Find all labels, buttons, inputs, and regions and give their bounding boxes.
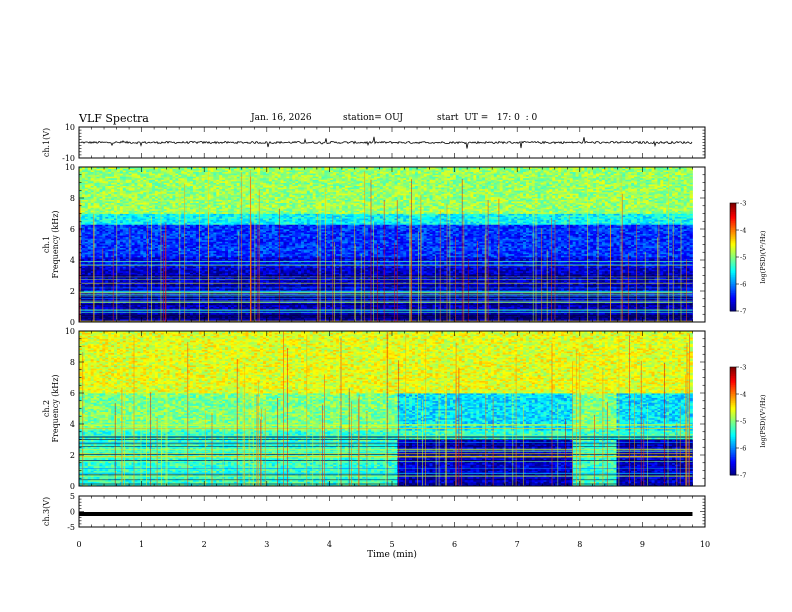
ch1-colorbar bbox=[730, 203, 739, 312]
x-tick-label-5: 5 bbox=[389, 540, 394, 549]
colorbar-tick-0: -3 bbox=[740, 200, 746, 208]
colorbar-tick-1: -4 bbox=[740, 391, 746, 399]
colorbar-label: log(PSD)(V²/Hz) bbox=[759, 394, 767, 447]
ch2-spectrogram-ylabel-0: ch.2 bbox=[42, 400, 51, 417]
colorbar-label: log(PSD)(V²/Hz) bbox=[759, 230, 767, 283]
x-axis-label: Time (min) bbox=[367, 549, 417, 560]
y-tick-label-0: 10 bbox=[65, 123, 75, 132]
x-tick-label-0: 0 bbox=[76, 540, 81, 549]
ch1-waveform-ylabel-0: ch.1(V) bbox=[42, 128, 51, 157]
ch1-spectrogram-ylabel-0: ch.1 bbox=[42, 236, 51, 253]
y-tick-label-3: 6 bbox=[70, 225, 75, 234]
colorbar-tick-3: -6 bbox=[740, 445, 746, 453]
y-tick-label-2: 4 bbox=[70, 256, 75, 265]
ch2-spectrogram-ylabel-1: Frequency (kHz) bbox=[51, 374, 60, 442]
colorbar-tick-0: -3 bbox=[740, 364, 746, 372]
colorbar-tick-2: -5 bbox=[740, 418, 746, 426]
x-tick-label-4: 4 bbox=[327, 540, 332, 549]
ch3-waveform-ylabel-0: ch.3(V) bbox=[42, 497, 51, 526]
ch2-colorbar bbox=[730, 367, 739, 476]
colorbar-tick-4: -7 bbox=[740, 308, 746, 316]
x-tick-label-1: 1 bbox=[139, 540, 144, 549]
y-tick-label-1: 2 bbox=[70, 287, 75, 296]
y-tick-label-5: 10 bbox=[65, 163, 75, 172]
y-tick-label-1: 0 bbox=[70, 508, 75, 517]
y-tick-label-4: 8 bbox=[70, 358, 75, 367]
x-tick-label-6: 6 bbox=[452, 540, 457, 549]
ch2-spectrogram bbox=[79, 331, 693, 486]
y-tick-label-2: 4 bbox=[70, 420, 75, 429]
x-tick-label-8: 8 bbox=[577, 540, 582, 549]
colorbar-tick-3: -6 bbox=[740, 281, 746, 289]
colorbar-tick-4: -7 bbox=[740, 472, 746, 480]
y-tick-label-0: 5 bbox=[70, 492, 75, 501]
x-ticks bbox=[79, 496, 705, 527]
colorbar-tick-1: -4 bbox=[740, 227, 746, 235]
colorbar-tick-2: -5 bbox=[740, 254, 746, 262]
ch1-spectrogram bbox=[79, 167, 693, 322]
y-tick-label-1: -10 bbox=[62, 154, 75, 163]
y-tick-label-0: 0 bbox=[70, 482, 75, 491]
x-tick-label-3: 3 bbox=[264, 540, 269, 549]
y-tick-label-0: 0 bbox=[70, 318, 75, 327]
y-tick-label-2: -5 bbox=[67, 523, 75, 532]
ch1-spectrogram-ylabel-1: Frequency (kHz) bbox=[51, 210, 60, 278]
ch1-waveform-line bbox=[81, 137, 692, 149]
y-tick-label-1: 2 bbox=[70, 451, 75, 460]
y-tick-label-5: 10 bbox=[65, 327, 75, 336]
x-tick-label-9: 9 bbox=[640, 540, 645, 549]
x-tick-label-7: 7 bbox=[515, 540, 520, 549]
x-tick-label-2: 2 bbox=[202, 540, 207, 549]
y-tick-label-4: 8 bbox=[70, 194, 75, 203]
x-tick-label-10: 10 bbox=[700, 540, 710, 549]
y-tick-label-3: 6 bbox=[70, 389, 75, 398]
